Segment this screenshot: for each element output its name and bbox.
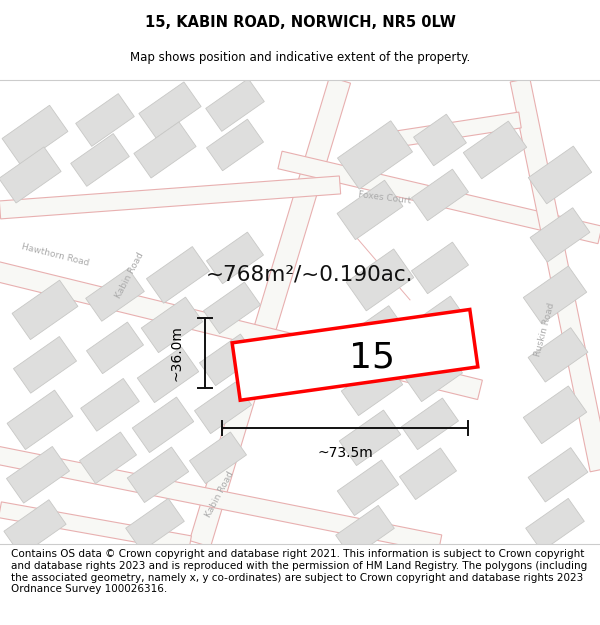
Polygon shape bbox=[337, 460, 399, 516]
Polygon shape bbox=[199, 334, 257, 386]
Polygon shape bbox=[80, 379, 139, 431]
Polygon shape bbox=[278, 151, 600, 244]
Polygon shape bbox=[413, 114, 466, 166]
Polygon shape bbox=[141, 297, 203, 352]
Polygon shape bbox=[409, 296, 467, 348]
Text: ~768m²/~0.190ac.: ~768m²/~0.190ac. bbox=[206, 265, 414, 285]
Polygon shape bbox=[528, 448, 588, 502]
Polygon shape bbox=[401, 398, 458, 449]
Polygon shape bbox=[127, 447, 189, 503]
Text: 15, KABIN ROAD, NORWICH, NR5 0LW: 15, KABIN ROAD, NORWICH, NR5 0LW bbox=[145, 15, 455, 30]
Polygon shape bbox=[132, 397, 194, 452]
Polygon shape bbox=[337, 180, 403, 239]
Polygon shape bbox=[510, 78, 600, 472]
Polygon shape bbox=[530, 208, 590, 262]
Polygon shape bbox=[13, 336, 77, 393]
Polygon shape bbox=[2, 105, 68, 165]
Polygon shape bbox=[137, 347, 199, 403]
Polygon shape bbox=[523, 266, 587, 324]
Polygon shape bbox=[346, 249, 414, 311]
Polygon shape bbox=[0, 502, 191, 552]
Polygon shape bbox=[0, 441, 442, 552]
Polygon shape bbox=[528, 146, 592, 204]
Polygon shape bbox=[4, 500, 66, 556]
Polygon shape bbox=[406, 350, 463, 402]
Polygon shape bbox=[0, 147, 61, 203]
Polygon shape bbox=[339, 410, 401, 466]
Polygon shape bbox=[206, 119, 263, 171]
Polygon shape bbox=[206, 79, 265, 131]
Text: Kabin Road: Kabin Road bbox=[114, 251, 146, 299]
Polygon shape bbox=[337, 121, 413, 189]
Polygon shape bbox=[76, 94, 134, 146]
Polygon shape bbox=[400, 448, 457, 499]
Text: ~36.0m: ~36.0m bbox=[170, 325, 184, 381]
Text: Ruskin Road: Ruskin Road bbox=[533, 302, 557, 358]
Polygon shape bbox=[190, 432, 247, 484]
Polygon shape bbox=[86, 322, 143, 374]
Polygon shape bbox=[412, 242, 469, 294]
Polygon shape bbox=[134, 122, 196, 178]
Text: 15: 15 bbox=[349, 341, 395, 375]
Polygon shape bbox=[343, 306, 407, 364]
Polygon shape bbox=[528, 328, 588, 382]
Polygon shape bbox=[389, 112, 521, 148]
Polygon shape bbox=[0, 255, 482, 399]
Text: ~73.5m: ~73.5m bbox=[317, 446, 373, 460]
Polygon shape bbox=[139, 82, 201, 138]
Polygon shape bbox=[335, 506, 394, 558]
Text: Contains OS data © Crown copyright and database right 2021. This information is : Contains OS data © Crown copyright and d… bbox=[11, 549, 587, 594]
Polygon shape bbox=[203, 282, 260, 334]
Polygon shape bbox=[125, 498, 184, 551]
Polygon shape bbox=[526, 498, 584, 551]
Polygon shape bbox=[190, 77, 350, 547]
Polygon shape bbox=[232, 309, 478, 400]
Polygon shape bbox=[86, 269, 145, 321]
Text: Hawthorn Road: Hawthorn Road bbox=[20, 242, 90, 268]
Polygon shape bbox=[0, 176, 341, 219]
Text: Map shows position and indicative extent of the property.: Map shows position and indicative extent… bbox=[130, 51, 470, 64]
Polygon shape bbox=[79, 432, 137, 484]
Text: Foxes Court: Foxes Court bbox=[358, 190, 412, 206]
Polygon shape bbox=[206, 232, 263, 284]
Polygon shape bbox=[463, 121, 527, 179]
Polygon shape bbox=[146, 247, 209, 303]
Text: Kabin Road: Kabin Road bbox=[204, 470, 236, 519]
Polygon shape bbox=[71, 134, 130, 186]
Polygon shape bbox=[341, 360, 403, 416]
Polygon shape bbox=[412, 169, 469, 221]
Polygon shape bbox=[523, 386, 587, 444]
Polygon shape bbox=[7, 390, 73, 449]
Polygon shape bbox=[194, 382, 251, 434]
Polygon shape bbox=[7, 446, 70, 503]
Polygon shape bbox=[12, 280, 78, 339]
